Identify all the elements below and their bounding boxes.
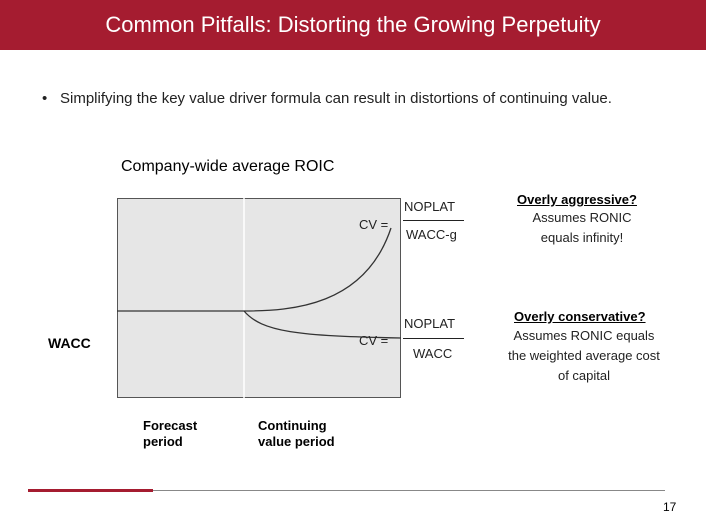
wacc-label: WACC <box>48 335 91 351</box>
conservative-roic-curve <box>243 310 401 339</box>
formula-conservative-fraction-line <box>403 338 464 339</box>
footer-accent-line <box>28 489 153 492</box>
forecast-period-label: Forecast period <box>143 418 198 449</box>
title-bar: Common Pitfalls: Distorting the Growing … <box>0 0 706 50</box>
formula-conservative-denominator: WACC <box>413 346 453 361</box>
formula-aggressive-lhs: CV = <box>359 217 389 232</box>
aggressive-roic-curve <box>243 227 392 312</box>
conservative-note-body: Assumes RONIC equals the weighted averag… <box>508 328 660 383</box>
diagram-heading: Company-wide average ROIC <box>121 158 335 175</box>
formula-aggressive-numerator: NOPLAT <box>404 199 456 214</box>
formula-aggressive-fraction-line <box>403 220 464 221</box>
bullet-text: Simplifying the key value driver formula… <box>60 90 612 107</box>
slide-title: Common Pitfalls: Distorting the Growing … <box>105 12 601 37</box>
formula-conservative-lhs: CV = <box>359 333 389 348</box>
bullet-dot-icon: • <box>42 90 48 107</box>
formula-conservative-numerator: NOPLAT <box>404 316 456 331</box>
formula-aggressive-denominator: WACC-g <box>406 227 457 242</box>
page-number: 17 <box>663 500 677 514</box>
aggressive-note-body: Assumes RONIC equals infinity! <box>532 210 632 245</box>
bullet-point: • Simplifying the key value driver formul… <box>42 90 612 107</box>
roic-curves <box>117 198 401 398</box>
continuing-value-period-label: Continuing value period <box>258 418 335 449</box>
footer-divider-line <box>153 490 665 491</box>
aggressive-note-heading: Overly aggressive? <box>517 192 637 207</box>
conservative-note-heading: Overly conservative? <box>514 309 646 324</box>
roic-plot-area <box>117 198 401 398</box>
